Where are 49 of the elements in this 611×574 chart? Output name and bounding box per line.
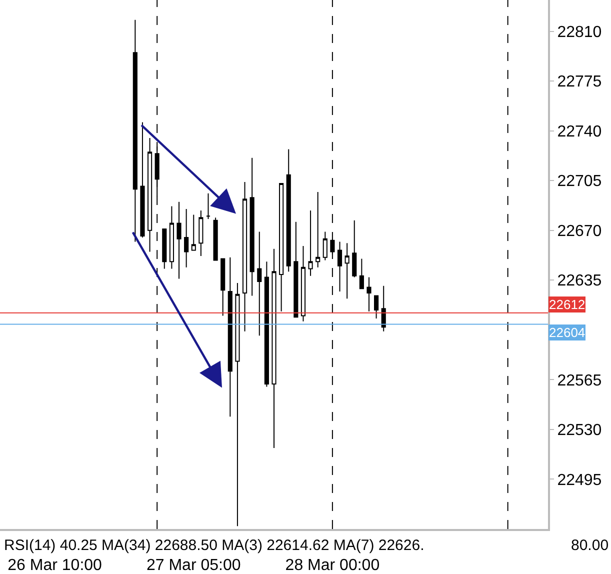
candlestick [366, 276, 372, 312]
candlestick [220, 258, 226, 316]
x-tick-label: 26 Mar 10:00 [8, 557, 102, 574]
x-tick-label: 28 Mar 00:00 [285, 557, 380, 574]
candlestick [300, 246, 306, 322]
candlestick [308, 210, 313, 276]
text: RSI(14) 40.25 MA(34) 22688.50 MA(3) 22614.62 MA(7) 22626. [4, 537, 424, 554]
candlestick [352, 220, 357, 278]
candlestick [132, 19, 138, 242]
y-tick-label: 22495 [557, 472, 602, 489]
y-tick-label: 22670 [557, 222, 602, 240]
y-tick-label: 22705 [557, 173, 602, 190]
candlestick [322, 231, 328, 261]
candlestick [279, 182, 284, 312]
x-tick-label: 27 Mar 05:00 [146, 557, 241, 574]
candlestick [374, 295, 379, 320]
candlestick [316, 191, 320, 268]
candlestick [294, 221, 298, 318]
candlestick [286, 148, 291, 272]
candlestick [264, 261, 269, 388]
candlestick [184, 208, 189, 268]
candlestick [250, 157, 254, 296]
candlestick [162, 228, 167, 270]
candlestick [235, 282, 240, 527]
candlestick [337, 241, 342, 292]
candlestick [169, 206, 174, 270]
y-tick-label: 22775 [557, 74, 602, 91]
y-tick-label: 22740 [557, 123, 602, 140]
y-tick-label: 22565 [557, 372, 602, 390]
candlestick [381, 285, 386, 332]
candlestick [272, 248, 276, 448]
candlestick [140, 122, 145, 238]
candlestick [359, 258, 364, 290]
candlestick [257, 231, 262, 336]
candlestick [176, 201, 182, 280]
ref-line-label: 22604 [549, 325, 586, 340]
candlestick [206, 192, 211, 220]
text: 80.00 [571, 537, 609, 554]
candlestick [213, 217, 218, 261]
ref-line-label: 22612 [549, 297, 586, 312]
candlestick [242, 182, 248, 332]
candlestick [191, 214, 196, 251]
candlestick [344, 242, 350, 300]
candlestick [198, 210, 204, 256]
candlestick [228, 256, 232, 418]
y-tick-label: 22635 [557, 272, 602, 290]
candlestick [148, 137, 152, 252]
y-tick-label: 22810 [557, 24, 602, 41]
y-tick-label: 22530 [557, 422, 602, 440]
